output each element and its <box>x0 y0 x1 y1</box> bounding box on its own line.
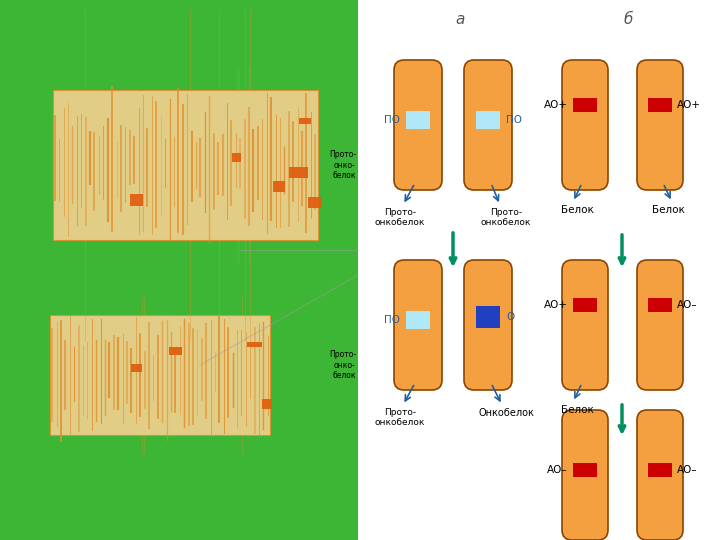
Text: ПО: ПО <box>384 315 400 325</box>
Bar <box>53 90 318 240</box>
Text: ПО: ПО <box>384 115 400 125</box>
Bar <box>358 0 720 540</box>
Text: Белок: Белок <box>561 405 593 415</box>
Text: АО–: АО– <box>677 300 698 310</box>
Text: Прото-
онко-
белок: Прото- онко- белок <box>329 350 356 380</box>
Bar <box>273 181 284 192</box>
Bar <box>168 347 181 355</box>
FancyBboxPatch shape <box>464 60 512 190</box>
Text: а: а <box>455 12 464 27</box>
FancyBboxPatch shape <box>637 60 683 190</box>
Text: Онкобелок: Онкобелок <box>478 408 534 418</box>
Text: Прото-
онкобелок: Прото- онкобелок <box>375 208 426 227</box>
Bar <box>308 197 322 208</box>
FancyBboxPatch shape <box>394 60 442 190</box>
Text: Прото-
онко-
белок: Прото- онко- белок <box>329 150 356 180</box>
Text: Белок: Белок <box>561 205 593 215</box>
FancyBboxPatch shape <box>562 60 608 190</box>
Bar <box>648 298 672 312</box>
Text: АО+: АО+ <box>677 100 701 110</box>
Bar <box>300 118 311 125</box>
Bar <box>289 167 307 178</box>
Bar <box>476 111 500 129</box>
Bar <box>233 153 241 163</box>
Bar <box>247 342 261 347</box>
Text: б: б <box>624 12 633 27</box>
Bar <box>573 463 597 477</box>
FancyBboxPatch shape <box>637 260 683 390</box>
Text: Прото-
онкобелок: Прото- онкобелок <box>481 208 531 227</box>
Text: Белок: Белок <box>652 205 685 215</box>
Bar <box>406 111 430 129</box>
Bar <box>50 315 270 435</box>
Text: О: О <box>506 312 514 322</box>
Bar <box>573 98 597 112</box>
Text: Прото-
онкобелок: Прото- онкобелок <box>375 408 426 427</box>
Bar <box>476 306 500 328</box>
Bar <box>648 463 672 477</box>
FancyBboxPatch shape <box>464 260 512 390</box>
Text: АО–: АО– <box>677 465 698 475</box>
Bar <box>131 364 142 372</box>
Text: АО+: АО+ <box>544 300 568 310</box>
FancyBboxPatch shape <box>562 260 608 390</box>
Bar <box>573 298 597 312</box>
Bar <box>648 98 672 112</box>
FancyBboxPatch shape <box>562 410 608 540</box>
Bar <box>130 194 143 206</box>
Text: АО+: АО+ <box>544 100 568 110</box>
Bar <box>263 400 272 409</box>
FancyBboxPatch shape <box>394 260 442 390</box>
Text: АО–: АО– <box>547 465 568 475</box>
FancyBboxPatch shape <box>637 410 683 540</box>
Text: ПО: ПО <box>506 115 522 125</box>
Bar <box>406 311 430 329</box>
